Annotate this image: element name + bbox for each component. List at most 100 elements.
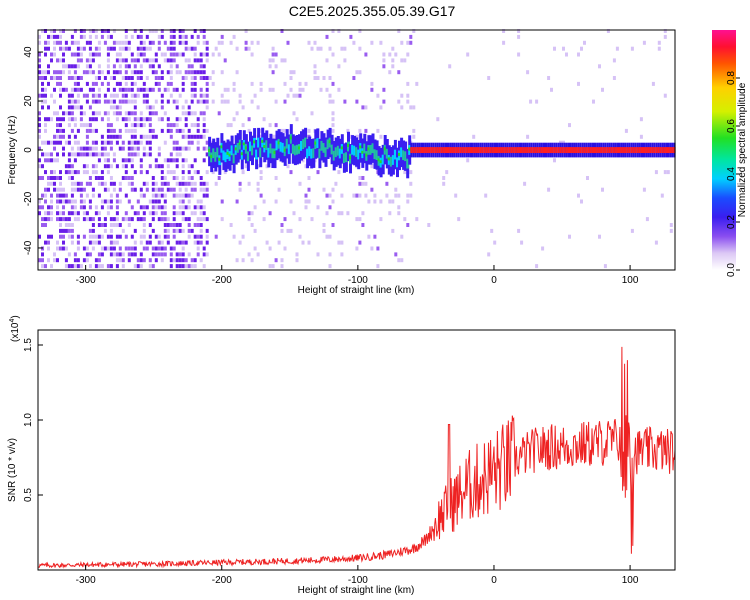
noise-cell bbox=[187, 70, 191, 75]
noise-cell bbox=[325, 58, 329, 63]
noise-cell bbox=[163, 40, 167, 45]
noise-cell bbox=[133, 152, 137, 157]
noise-cell bbox=[615, 46, 619, 51]
noise-cell bbox=[349, 34, 353, 39]
noise-cell bbox=[202, 34, 206, 39]
noise-cell bbox=[59, 234, 62, 239]
noise-cell bbox=[307, 176, 311, 180]
carrier-line bbox=[504, 147, 507, 153]
noise-cell bbox=[553, 46, 556, 51]
signal-peak bbox=[328, 140, 332, 144]
noise-cell bbox=[142, 234, 146, 239]
noise-cell bbox=[103, 29, 107, 33]
noise-cell bbox=[160, 99, 164, 104]
noise-cell bbox=[136, 87, 140, 92]
signal-peak bbox=[387, 157, 391, 161]
noise-cell bbox=[106, 170, 110, 175]
noise-cell bbox=[181, 105, 185, 110]
noise-cell bbox=[148, 264, 152, 269]
noise-cell bbox=[202, 117, 206, 122]
noise-cell bbox=[666, 170, 670, 175]
noise-cell bbox=[193, 52, 197, 57]
carrier-line bbox=[477, 147, 480, 153]
noise-cell bbox=[163, 181, 167, 186]
noise-cell bbox=[112, 158, 116, 163]
noise-cell bbox=[187, 46, 191, 51]
noise-cell bbox=[166, 223, 170, 227]
noise-cell bbox=[442, 181, 446, 186]
signal-core bbox=[320, 140, 324, 151]
noise-cell bbox=[193, 29, 197, 33]
signal-core bbox=[400, 147, 404, 158]
noise-cell bbox=[256, 187, 260, 192]
noise-cell bbox=[47, 246, 50, 251]
noise-cell bbox=[193, 81, 197, 86]
noise-cell bbox=[187, 58, 191, 63]
noise-cell bbox=[130, 87, 134, 92]
noise-cell bbox=[331, 81, 335, 86]
noise-cell bbox=[280, 258, 284, 263]
noise-cell bbox=[280, 264, 284, 269]
noise-cell bbox=[370, 164, 374, 169]
noise-cell bbox=[53, 87, 56, 92]
noise-cell bbox=[391, 64, 395, 69]
noise-cell bbox=[118, 81, 122, 86]
noise-cell bbox=[97, 252, 101, 257]
noise-cell bbox=[205, 234, 209, 239]
noise-cell bbox=[44, 193, 47, 198]
noise-cell bbox=[382, 99, 386, 104]
noise-cell bbox=[41, 164, 44, 169]
noise-cell bbox=[193, 181, 197, 186]
noise-cell bbox=[88, 152, 92, 157]
noise-cell bbox=[154, 70, 158, 75]
noise-cell bbox=[175, 146, 179, 151]
noise-cell bbox=[304, 199, 308, 204]
noise-cell bbox=[121, 164, 125, 169]
noise-cell bbox=[220, 93, 224, 98]
noise-cell bbox=[41, 223, 44, 227]
noise-cell bbox=[181, 258, 185, 263]
noise-cell bbox=[70, 240, 74, 245]
noise-cell bbox=[44, 187, 47, 192]
noise-cell bbox=[47, 152, 50, 157]
noise-cell bbox=[53, 111, 56, 116]
noise-cell bbox=[178, 93, 182, 98]
noise-cell bbox=[196, 140, 200, 145]
noise-cell bbox=[172, 223, 176, 227]
carrier-line bbox=[489, 147, 492, 153]
noise-cell bbox=[127, 152, 131, 157]
snr-y-unit: (x104) bbox=[9, 315, 21, 342]
noise-cell bbox=[301, 240, 305, 245]
noise-cell bbox=[103, 111, 107, 116]
noise-cell bbox=[247, 252, 251, 257]
noise-cell bbox=[53, 187, 56, 192]
noise-cell bbox=[298, 217, 302, 222]
noise-cell bbox=[106, 164, 110, 169]
noise-cell bbox=[112, 70, 116, 75]
carrier-line bbox=[628, 147, 631, 153]
noise-cell bbox=[295, 117, 299, 122]
signal-peak bbox=[226, 151, 230, 155]
noise-cell bbox=[88, 240, 92, 245]
noise-cell bbox=[406, 223, 410, 227]
signal-core bbox=[393, 149, 397, 160]
noise-cell bbox=[583, 40, 586, 45]
noise-cell bbox=[121, 117, 125, 122]
noise-cell bbox=[580, 46, 583, 51]
noise-cell bbox=[409, 181, 413, 186]
noise-cell bbox=[85, 81, 89, 86]
noise-cell bbox=[190, 70, 194, 75]
noise-cell bbox=[196, 40, 200, 45]
noise-cell bbox=[355, 99, 359, 104]
noise-cell bbox=[663, 29, 667, 33]
noise-cell bbox=[97, 40, 101, 45]
noise-cell bbox=[205, 81, 209, 86]
noise-cell bbox=[94, 211, 98, 216]
noise-cell bbox=[184, 264, 188, 269]
carrier-line bbox=[540, 147, 543, 153]
noise-cell bbox=[382, 52, 386, 57]
noise-cell bbox=[253, 205, 257, 210]
noise-cell bbox=[274, 123, 278, 128]
noise-cell bbox=[139, 187, 143, 192]
noise-cell bbox=[50, 76, 53, 80]
